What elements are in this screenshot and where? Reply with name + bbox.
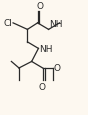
Text: O: O <box>36 2 43 11</box>
Text: Cl: Cl <box>3 19 12 28</box>
Text: O: O <box>54 63 61 72</box>
Text: NH: NH <box>39 45 53 53</box>
Text: O: O <box>38 82 45 91</box>
Text: NH: NH <box>49 20 63 29</box>
